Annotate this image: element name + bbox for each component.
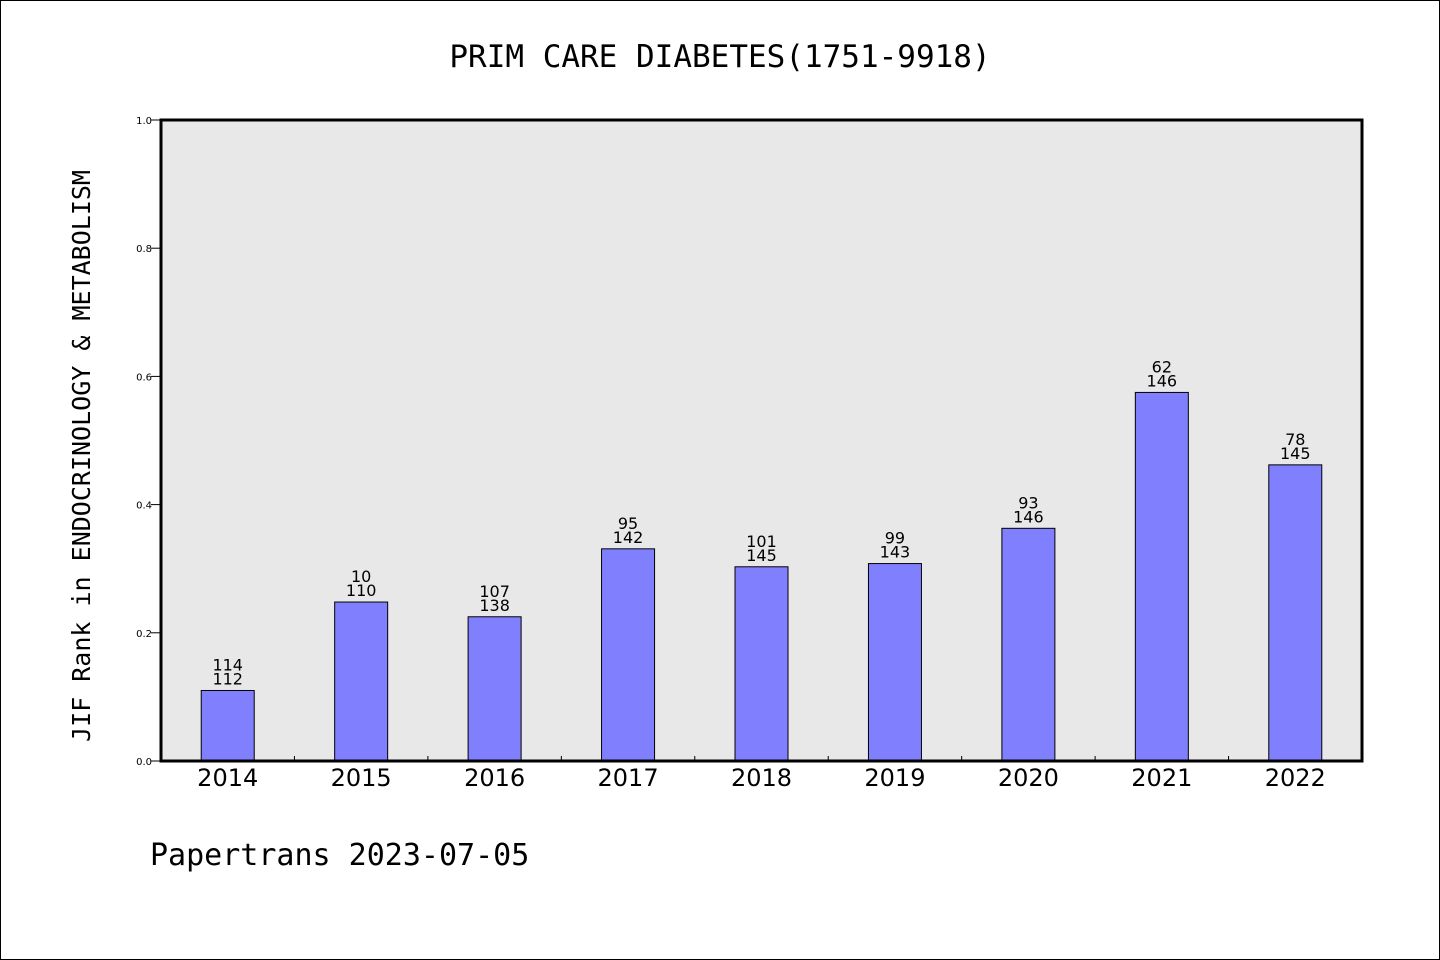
bar-rank-label-2020: 93	[1018, 493, 1038, 512]
bar-total-label-2014: 112	[212, 669, 243, 688]
y-tick-label: 1.0	[136, 116, 152, 127]
y-tick-label: 0.0	[136, 757, 152, 768]
bar-2015	[334, 601, 389, 762]
x-axis: 2014 2015 2016 2017 2018 2019 2020 2021 2022	[197, 756, 1326, 792]
x-tick-label-2019: 2019	[864, 764, 925, 792]
bar-total-label-2021: 146	[1147, 371, 1178, 390]
bar-rank-label-2016: 107	[479, 582, 510, 601]
bar-2019	[867, 563, 922, 762]
bar-2016	[467, 616, 522, 762]
bar-2021	[1134, 391, 1189, 762]
bar-2018	[734, 566, 789, 762]
y-tick-label: 0.8	[136, 244, 152, 255]
bar-rank-label-2018: 101	[746, 532, 777, 551]
bar-total-label-2019: 143	[880, 543, 911, 562]
bar-total-label-2018: 145	[746, 546, 777, 565]
y-tick-label: 0.4	[136, 501, 152, 512]
x-tick-label-2017: 2017	[598, 764, 659, 792]
x-tick-label-2014: 2014	[197, 764, 258, 792]
bar-2017	[601, 548, 656, 762]
bar-total-label-2016: 138	[479, 596, 510, 615]
y-axis: 0.0 0.2 0.4 0.6 0.8 1.0	[136, 116, 161, 768]
bar-rank-label-2017: 95	[618, 514, 638, 533]
bar-rank-label-2022: 78	[1285, 430, 1305, 449]
x-tick-label-2018: 2018	[731, 764, 792, 792]
y-tick-label: 0.2	[136, 629, 152, 640]
bar-2022	[1268, 464, 1323, 762]
footer-text: Papertrans 2023-07-05	[150, 838, 529, 873]
bar-2020	[1001, 527, 1056, 762]
x-tick-label-2016: 2016	[464, 764, 525, 792]
bar-rank-label-2014: 114	[212, 655, 243, 674]
bar-rank-label-2021: 62	[1152, 357, 1172, 376]
x-tick-label-2015: 2015	[331, 764, 392, 792]
x-tick-label-2021: 2021	[1131, 764, 1192, 792]
bar-total-label-2022: 145	[1280, 444, 1311, 463]
bar-2014	[200, 689, 255, 762]
plot-border	[159, 118, 1364, 763]
chart-title: PRIM CARE DIABETES(1751-9918)	[449, 39, 990, 75]
bar-rank-label-2015: 10	[351, 567, 371, 586]
bar-series	[200, 391, 1323, 762]
bar-total-label-2015: 110	[346, 581, 377, 600]
x-tick-label-2022: 2022	[1265, 764, 1326, 792]
y-tick-label: 0.6	[136, 372, 152, 383]
bar-rank-label-2019: 99	[885, 529, 905, 548]
bar-total-label-2020: 146	[1013, 507, 1044, 526]
y-axis-label: JIF Rank in ENDOCRINOLOGY & METABOLISM	[67, 170, 96, 742]
x-tick-label-2020: 2020	[998, 764, 1059, 792]
bar-total-label-2017: 142	[613, 528, 644, 547]
